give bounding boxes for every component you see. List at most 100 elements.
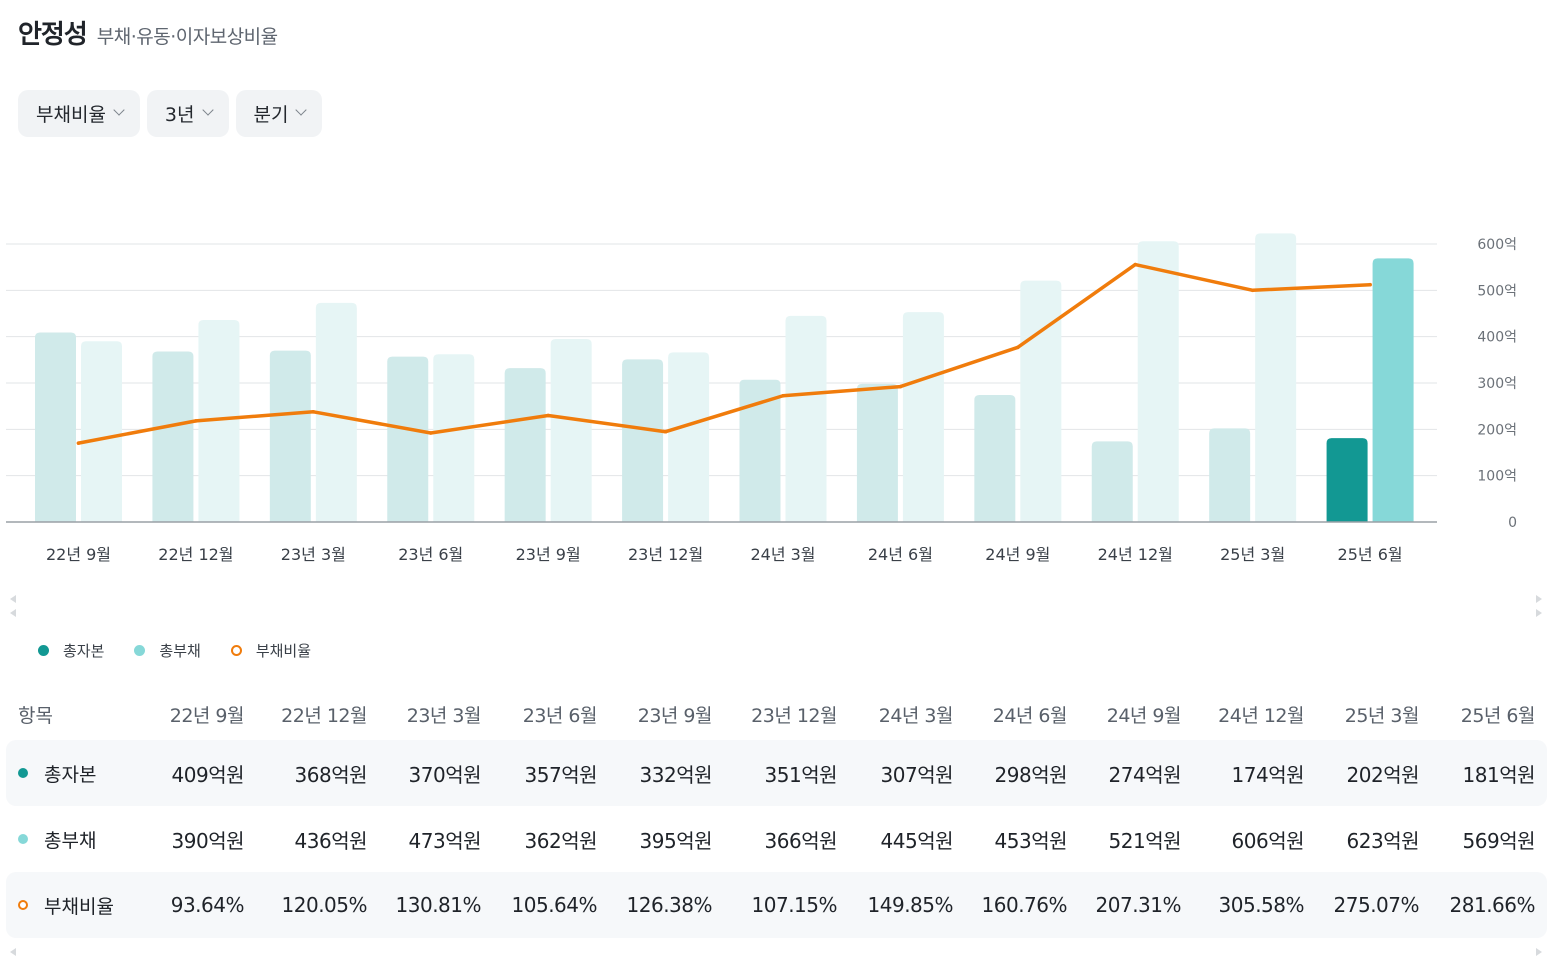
y-tick-label: 0 <box>1508 515 1517 531</box>
bar-equity <box>504 368 546 522</box>
bar-debt <box>1372 258 1414 522</box>
metric-dropdown[interactable]: 부채비율 <box>18 90 140 137</box>
table-cell: 275.07% <box>1333 893 1420 917</box>
table-cell: 473억원 <box>408 828 482 853</box>
metric-dropdown-label: 부채비율 <box>36 104 106 126</box>
legend-dot-debt <box>134 645 146 656</box>
ratio-point <box>781 393 785 398</box>
bar-debt <box>1137 241 1179 522</box>
chart-scroll-right-icon[interactable] <box>1536 595 1542 603</box>
bar-debt <box>1255 233 1297 523</box>
chevron-down-icon <box>203 106 213 116</box>
period-dropdown-label: 3년 <box>164 104 195 126</box>
y-tick-label: 500억 <box>1477 283 1517 299</box>
bar-debt <box>198 319 240 522</box>
x-tick-label: 24년 3월 <box>750 545 815 564</box>
table-cell: 362억원 <box>524 828 598 853</box>
row-label-equity-text: 총자본 <box>44 763 97 786</box>
interval-dropdown[interactable]: 분기 <box>235 90 323 137</box>
table-cell: 453억원 <box>994 828 1068 853</box>
bar-equity <box>1091 441 1133 522</box>
y-tick-label: 400억 <box>1477 330 1517 346</box>
section-title: 안정성 <box>18 20 88 50</box>
table-cell: 606억원 <box>1231 828 1305 853</box>
ratio-point <box>1368 282 1372 287</box>
bar-equity <box>152 351 194 522</box>
x-tick-label: 23년 12월 <box>628 545 703 564</box>
period-dropdown[interactable]: 3년 <box>146 90 229 137</box>
table-cell: 436억원 <box>294 828 368 853</box>
chevron-down-icon <box>114 106 124 116</box>
table-cell: 181억원 <box>1462 762 1536 787</box>
table-cell: 274억원 <box>1108 762 1182 787</box>
ratio-point <box>1250 288 1255 293</box>
y-tick-label: 100억 <box>1477 469 1517 485</box>
table-cell: 305.58% <box>1218 893 1305 917</box>
bar-debt <box>81 341 122 522</box>
x-tick-label: 23년 3월 <box>281 545 346 564</box>
table-header-cell: 25년 6월 <box>1460 704 1536 727</box>
chart-scroll-left-icon-2 <box>10 609 16 617</box>
table-cell: 366억원 <box>764 828 838 853</box>
ratio-point <box>428 431 433 435</box>
table-cell: 368억원 <box>294 762 368 787</box>
table-row-debt: 총부채 390억원 436억원 473억원 362억원 395억원 366억원 445억원 4… <box>6 806 1547 872</box>
table-scroll-left-icon[interactable] <box>10 948 16 956</box>
bar-equity <box>856 383 898 522</box>
x-tick-label: 24년 6월 <box>868 545 933 564</box>
bar-equity <box>269 350 311 522</box>
legend-item-equity[interactable]: 총자본 <box>38 640 104 661</box>
x-tick-label: 25년 3월 <box>1220 545 1285 564</box>
table-cell: 202억원 <box>1346 762 1420 787</box>
bar-debt <box>785 315 827 522</box>
x-tick-label: 24년 12월 <box>1098 545 1173 564</box>
table-cell: 351억원 <box>764 762 838 787</box>
x-tick-label: 22년 9월 <box>46 545 111 564</box>
legend-dot-equity <box>38 645 49 656</box>
x-tick-label: 23년 9월 <box>516 545 581 564</box>
bar-equity <box>1326 438 1368 522</box>
legend-item-ratio[interactable]: 부채비율 <box>230 640 311 661</box>
table-cell: 105.64% <box>511 893 598 917</box>
legend-dot-ratio <box>230 645 242 656</box>
table-header-cell: 22년 9월 <box>169 704 245 727</box>
row-label-ratio-text: 부채비율 <box>44 895 114 918</box>
row-dot-equity <box>18 768 28 778</box>
row-label-ratio: 부채비율 <box>18 872 114 938</box>
table-cell: 445억원 <box>880 828 954 853</box>
bar-equity <box>622 359 664 522</box>
ratio-point <box>1016 345 1020 350</box>
bar-equity <box>974 395 1016 522</box>
bar-debt <box>902 312 944 522</box>
table-header-label: 항목 <box>18 704 53 727</box>
table-cell: 298억원 <box>994 762 1068 787</box>
table-cell: 126.38% <box>626 893 713 917</box>
bar-debt <box>668 352 710 522</box>
interval-dropdown-label: 분기 <box>253 104 289 126</box>
table-header-cell: 23년 3월 <box>406 704 482 727</box>
chart-scroll-left-icon[interactable] <box>10 595 16 603</box>
table-cell: 93.64% <box>170 893 245 917</box>
table-scroll-right-icon[interactable] <box>1536 948 1542 956</box>
table-cell: 120.05% <box>281 893 368 917</box>
row-label-debt-text: 총부채 <box>44 829 97 852</box>
table-cell: 623억원 <box>1346 828 1420 853</box>
bar-equity <box>387 356 429 522</box>
x-tick-label: 23년 6월 <box>398 545 463 564</box>
row-label-equity: 총자본 <box>18 740 96 806</box>
table-header-row: 항목 22년 9월 22년 12월 23년 3월 23년 6월 23년 9월 23년 12… <box>6 688 1547 740</box>
table-row-equity: 총자본 409억원 368억원 370억원 357억원 332억원 351억원 307억원 2… <box>6 740 1547 806</box>
data-table: 항목 22년 9월 22년 12월 23년 3월 23년 6월 23년 9월 23년 12… <box>6 688 1547 938</box>
table-cell: 395억원 <box>639 828 713 853</box>
table-header-cell: 25년 3월 <box>1344 704 1420 727</box>
legend-item-debt[interactable]: 총부채 <box>134 640 201 661</box>
stability-chart: 0 100억 200억 300억 400억 500억 600억 22년 9월 22년 12월 23… <box>6 233 1517 564</box>
table-cell: 149.85% <box>867 893 954 917</box>
bar-debt <box>433 354 475 522</box>
table-header-cell: 24년 6월 <box>992 704 1068 727</box>
legend-label-equity: 총자본 <box>63 642 105 660</box>
ratio-point <box>546 413 550 418</box>
y-tick-label: 200억 <box>1477 422 1517 438</box>
ratio-point <box>76 441 81 445</box>
table-cell: 332억원 <box>639 762 713 787</box>
